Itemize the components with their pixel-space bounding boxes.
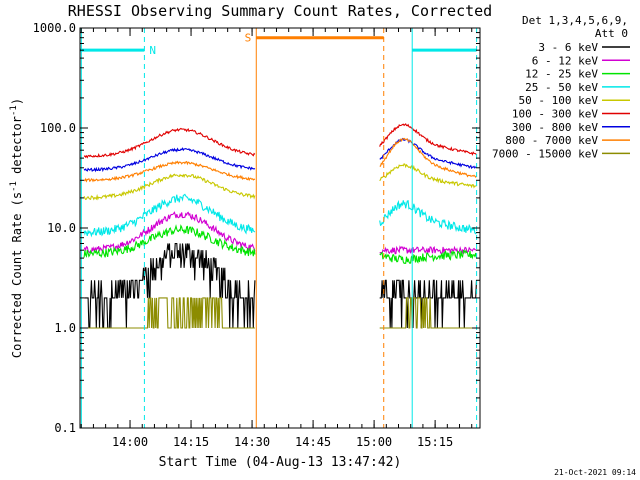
y-label-mid: detector [10,116,24,181]
y-label-sup2: -1 [9,105,19,116]
y-tick-label: 1.0 [54,321,76,335]
y-tick-label: 0.1 [54,421,76,435]
y-tick-label: 10.0 [47,221,76,235]
series-line-1-a [84,242,256,329]
y-label-main: Corrected Count Rate (s [10,192,24,358]
y-label-end: ) [10,98,24,105]
legend-label-4: 25 - 50 keV [525,81,598,94]
series-line-8-a [83,160,256,183]
legend-label-3: 12 - 25 keV [525,68,598,81]
x-tick-label: 14:45 [295,435,331,449]
series-line-5-a [83,173,256,201]
legend-label-7: 300 - 800 keV [512,121,598,134]
series-line-2-b [379,245,477,255]
legend-label-5: 50 - 100 keV [519,94,599,107]
legend-label-9: 7000 - 15000 keV [492,147,598,160]
x-axis-label: Start Time (04-Aug-13 13:47:42) [159,455,402,470]
series-line-6-b [379,123,477,156]
legend-header-line1: Det 1,3,4,5,6,9, [522,14,628,27]
flag-label-N: N [149,44,156,57]
series-line-3-b [379,249,478,264]
series-layer [83,123,478,329]
y-label-sup1: -1 [9,181,19,192]
series-line-7-a [83,147,256,173]
legend-header-line2: Att 0 [595,27,628,40]
series-line-3-a [83,224,256,258]
flag-label-S: S [245,32,252,45]
x-tick-label: 14:30 [234,435,270,449]
legend-label-2: 6 - 12 keV [532,54,599,67]
y-tick-label: 100.0 [40,121,76,135]
series-line-8-b [379,137,477,179]
footer-date: 21-Oct-2021 09:14 [554,468,636,477]
x-tick-label: 15:00 [356,435,392,449]
chart-title: RHESSI Observing Summary Count Rates, Co… [68,2,492,20]
legend-label-1: 3 - 6 keV [538,41,598,54]
series-line-2-a [83,211,256,254]
y-tick-label: 1000.0 [33,21,76,35]
series-line-9-b [379,297,477,329]
series-line-9-a [84,297,255,329]
series-line-6-a [83,127,256,159]
series-line-5-b [379,163,477,189]
series-line-1-b [379,279,478,329]
y-axis-label: Corrected Count Rate (s-1 detector-1) [9,98,24,358]
legend-label-8: 800 - 7000 keV [505,134,598,147]
series-line-4-a [83,193,256,238]
x-tick-label: 14:15 [173,435,209,449]
legend-label-6: 100 - 300 keV [512,108,598,121]
x-tick-label: 15:15 [417,435,453,449]
series-line-4-b [379,199,477,235]
axis-layer: 1000.0 100.0 10.0 1.0 0.1 14:00 14:15 14:30 14:4… [33,21,480,449]
x-tick-label: 14:00 [112,435,148,449]
